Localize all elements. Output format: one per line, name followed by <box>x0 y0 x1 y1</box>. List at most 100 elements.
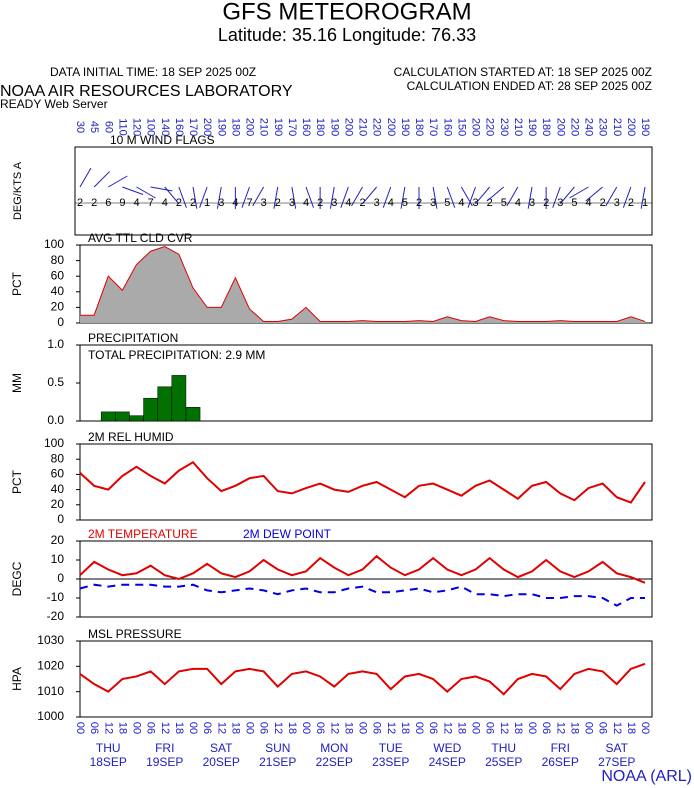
y-axis-label: DEGC <box>10 561 24 596</box>
hour-label: 06 <box>145 722 157 734</box>
panel-title: AVG TTL CLD CVR <box>88 231 193 245</box>
direction-label: 30 <box>74 121 86 133</box>
wind-flag <box>122 186 144 195</box>
hour-label: 12 <box>441 722 453 734</box>
y-tick-label: 80 <box>51 451 65 465</box>
precip-bar <box>171 375 187 422</box>
direction-label: 210 <box>357 118 369 136</box>
day-label: THU <box>96 741 121 755</box>
direction-label: 110 <box>116 118 128 136</box>
wind-flag <box>382 186 392 208</box>
direction-label: 180 <box>413 118 425 136</box>
hour-label: 12 <box>272 722 284 734</box>
y-tick-label: 60 <box>51 467 65 481</box>
direction-label: 170 <box>286 118 298 136</box>
wind-flag <box>527 186 533 209</box>
wind-flag <box>241 186 250 208</box>
day-label: FRI <box>551 741 570 755</box>
wind-flag <box>552 186 561 208</box>
legend-label: 2M TEMPERATURE <box>88 527 198 541</box>
hour-label: 06 <box>314 722 326 734</box>
y-axis-label: PCT <box>10 469 24 494</box>
direction-label: 190 <box>639 118 651 136</box>
direction-label: 200 <box>244 118 256 136</box>
wind-flag <box>199 186 208 208</box>
series-line <box>79 554 646 584</box>
hour-label: 06 <box>484 722 496 734</box>
wind-flag <box>467 186 476 208</box>
y-axis-label: DEG/KTS A <box>12 161 24 220</box>
wind-flag <box>475 186 491 205</box>
y-tick-label: 0.5 <box>47 375 64 389</box>
y-tick-label: 1030 <box>37 633 64 647</box>
hour-label: 00 <box>74 722 86 734</box>
precip-bar <box>100 411 116 422</box>
date-label: 24SEP <box>429 755 466 769</box>
panel-frame <box>79 443 653 521</box>
hour-label: 06 <box>88 722 100 734</box>
hour-label: 00 <box>639 722 651 734</box>
hour-label: 00 <box>131 722 143 734</box>
direction-label: 240 <box>583 118 595 136</box>
y-tick-label: 20 <box>51 300 65 314</box>
day-label: SUN <box>265 741 290 755</box>
direction-label: 100 <box>145 118 157 136</box>
hour-label: 18 <box>568 722 580 734</box>
direction-label: 170 <box>187 118 199 136</box>
subtitle: Latitude: 35.16 Longitude: 76.33 <box>218 25 476 45</box>
direction-label: 170 <box>427 118 439 136</box>
y-tick-label: -20 <box>47 609 65 623</box>
hour-label: 12 <box>102 722 114 734</box>
wind-flag <box>432 186 438 209</box>
wind-flag <box>178 186 187 208</box>
direction-label: 210 <box>611 118 623 136</box>
direction-label: 190 <box>526 118 538 136</box>
direction-label: 160 <box>300 118 312 136</box>
hour-label: 12 <box>328 722 340 734</box>
hour-label: 06 <box>540 722 552 734</box>
data-initial: DATA INITIAL TIME: 18 SEP 2025 00Z <box>50 65 256 79</box>
hour-label: 00 <box>300 722 312 734</box>
wind-flag <box>640 186 646 209</box>
direction-label: 200 <box>201 118 213 136</box>
footer: NOAA (ARL) <box>601 768 692 785</box>
wind-flag <box>486 186 505 202</box>
wind-flag <box>305 186 314 208</box>
cloud-line <box>80 246 646 322</box>
y-tick-label: 20 <box>51 533 65 547</box>
annotation: TOTAL PRECIPITATION: 2.9 MM <box>88 348 265 362</box>
lab: NOAA AIR RESOURCES LABORATORY <box>0 83 293 100</box>
hour-label: 00 <box>413 722 425 734</box>
precip-bar <box>115 411 130 422</box>
direction-label: 230 <box>498 118 510 136</box>
panel-title: 2M REL HUMID <box>88 430 174 444</box>
panel-title: PRECIPITATION <box>88 331 178 345</box>
calc-started: CALCULATION STARTED AT: 18 SEP 2025 00Z <box>394 65 652 79</box>
y-tick-label: 100 <box>44 237 64 251</box>
y-tick-label: -10 <box>47 590 65 604</box>
direction-label: 60 <box>102 121 114 133</box>
wind-flag <box>446 186 456 208</box>
date-label: 22SEP <box>316 755 353 769</box>
y-axis-label: HPA <box>10 667 24 691</box>
hour-label: 18 <box>625 722 637 734</box>
title: GFS METEOROGRAM <box>222 0 471 25</box>
series-line <box>79 662 646 696</box>
direction-label: 200 <box>470 118 482 136</box>
direction-label: 160 <box>173 118 185 136</box>
direction-label: 230 <box>597 118 609 136</box>
panel-frame <box>79 640 653 718</box>
day-label: FRI <box>155 741 174 755</box>
direction-label: 180 <box>540 118 552 136</box>
day-label: SAT <box>210 741 233 755</box>
direction-label: 140 <box>159 118 171 136</box>
direction-label: 210 <box>258 118 270 136</box>
hour-label: 18 <box>286 722 298 734</box>
direction-label: 200 <box>385 118 397 136</box>
direction-label: 190 <box>215 118 227 136</box>
wind-flag <box>569 186 589 199</box>
hour-label: 18 <box>229 722 241 734</box>
y-tick-label: 40 <box>51 284 65 298</box>
